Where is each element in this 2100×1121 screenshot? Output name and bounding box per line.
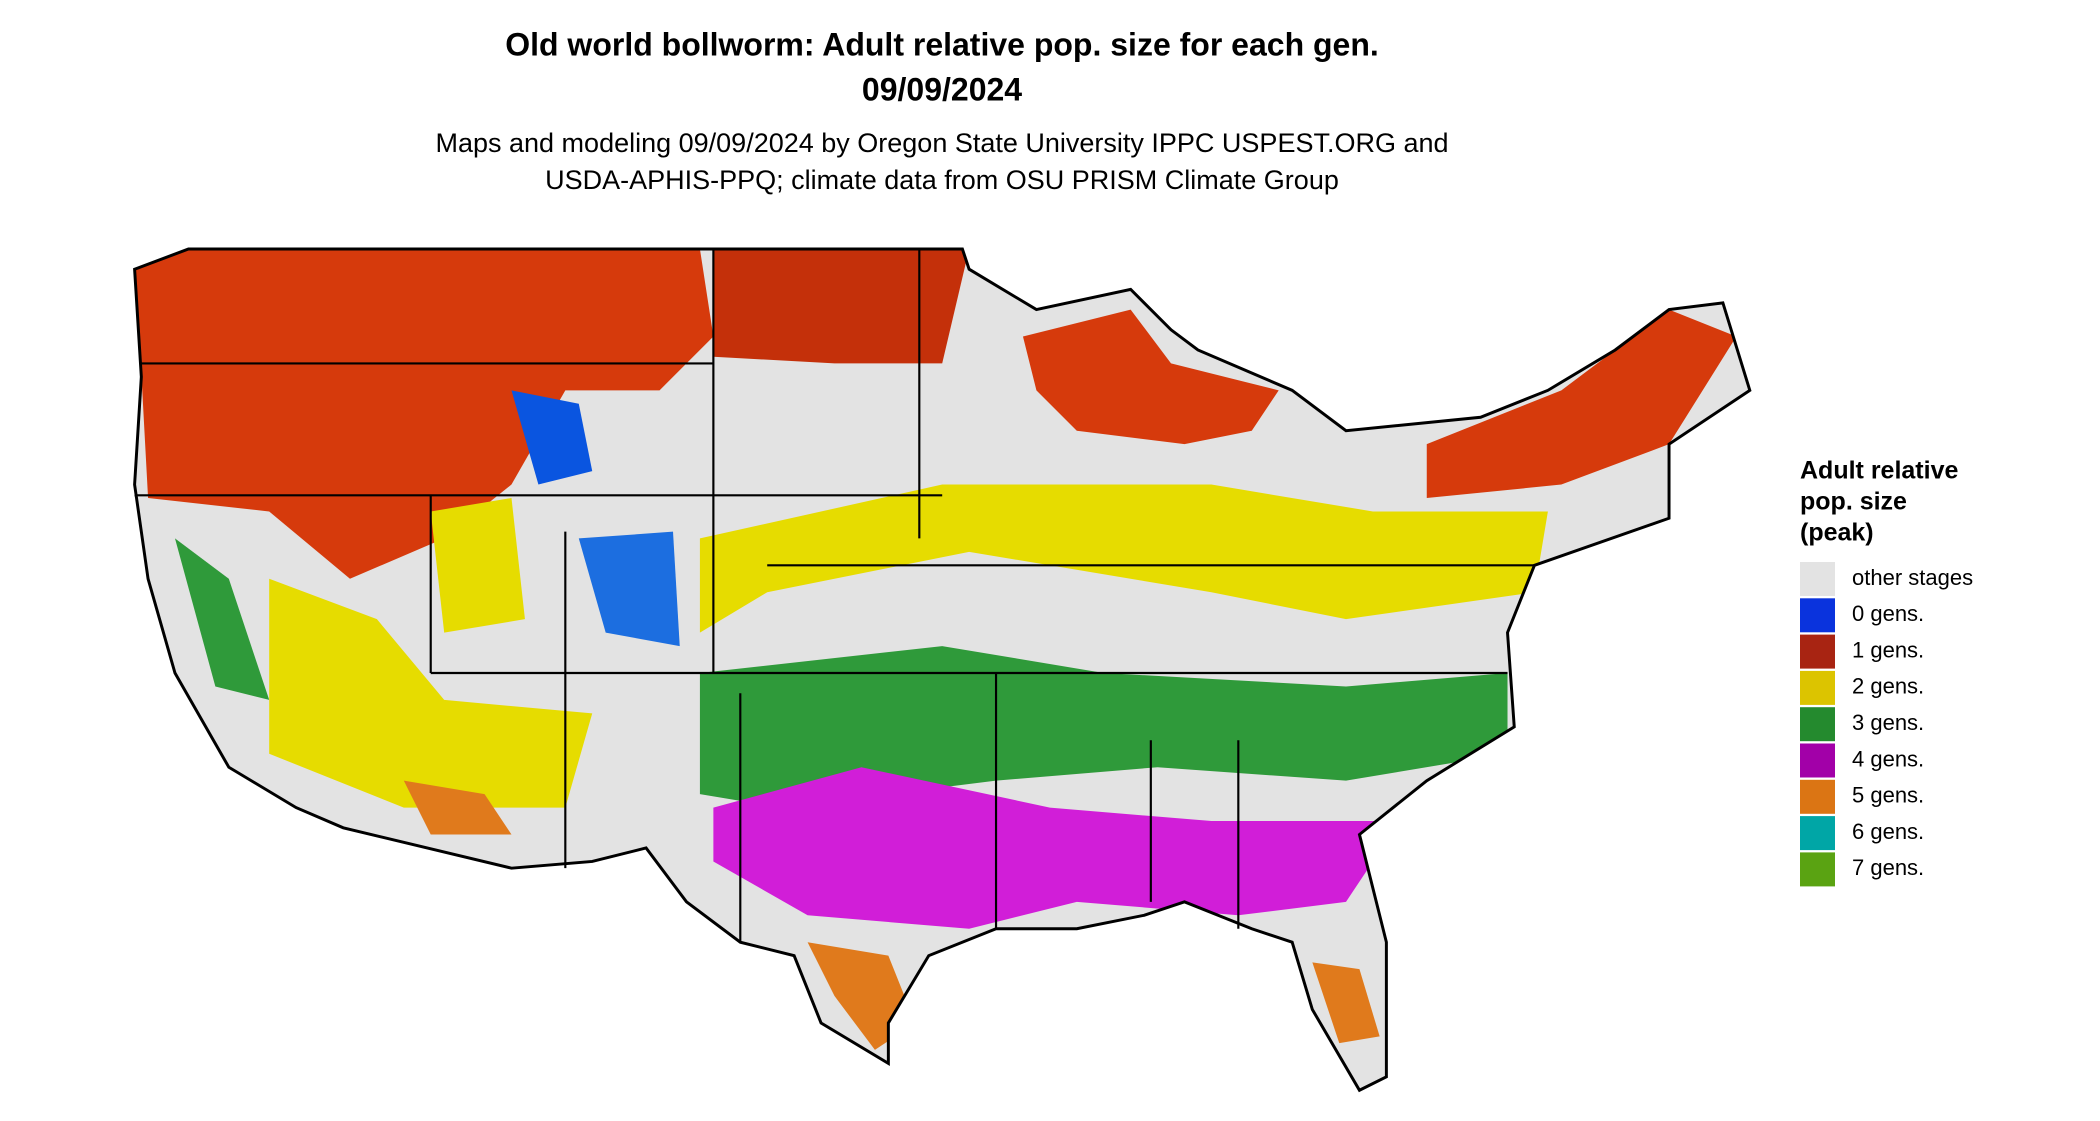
legend-title: Adult relative (1800, 457, 1958, 485)
subtitle: Maps and modeling 09/09/2024 by Oregon S… (435, 128, 1448, 158)
state-borders (134, 249, 1535, 943)
region-2gen (699, 484, 1548, 633)
region-3gen (174, 538, 270, 700)
legend-label: 5 gens. (1852, 783, 1924, 808)
title-date: 09/09/2024 (862, 71, 1022, 107)
region-5gen (403, 780, 512, 835)
region-5gen (1312, 962, 1380, 1044)
legend-label: 2 gens. (1852, 674, 1924, 699)
legend-swatch (1800, 562, 1835, 596)
title: Old world bollworm: Adult relative pop. … (505, 26, 1379, 62)
region-2gen (430, 498, 525, 633)
region-1gen (1022, 309, 1279, 445)
legend-title: pop. size (1800, 488, 1907, 516)
region-1gen (1426, 309, 1737, 499)
legend-label: 3 gens. (1852, 710, 1924, 735)
legend-label: 1 gens. (1852, 637, 1924, 662)
legend-title: (peak) (1800, 519, 1874, 547)
legend-swatch (1800, 816, 1835, 851)
legend-label: 6 gens. (1852, 819, 1924, 844)
legend-label: 7 gens. (1852, 855, 1924, 880)
us-outline (133, 247, 1752, 1093)
region-4gen (713, 767, 1400, 929)
region-0gen (511, 390, 593, 485)
subtitle: USDA-APHIS-PPQ; climate data from OSU PR… (545, 165, 1339, 195)
legend-label: other stages (1852, 565, 1973, 590)
legend-label: 4 gens. (1852, 746, 1924, 771)
map (133, 247, 1752, 1093)
legend-swatch (1800, 743, 1835, 778)
legend: Adult relative pop. size (peak) other stage… (1800, 457, 1973, 887)
legend-swatch (1800, 634, 1835, 669)
region-1gen (713, 249, 970, 364)
legend-swatch (1800, 852, 1835, 887)
legend-swatch (1800, 598, 1835, 633)
legend-swatch (1800, 779, 1835, 814)
legend-swatch (1800, 670, 1835, 705)
legend-swatch (1800, 707, 1835, 742)
region-3gen (699, 646, 1508, 808)
legend-label: 0 gens. (1852, 601, 1924, 626)
region-0gen (578, 531, 680, 647)
region-2gen (269, 578, 593, 808)
